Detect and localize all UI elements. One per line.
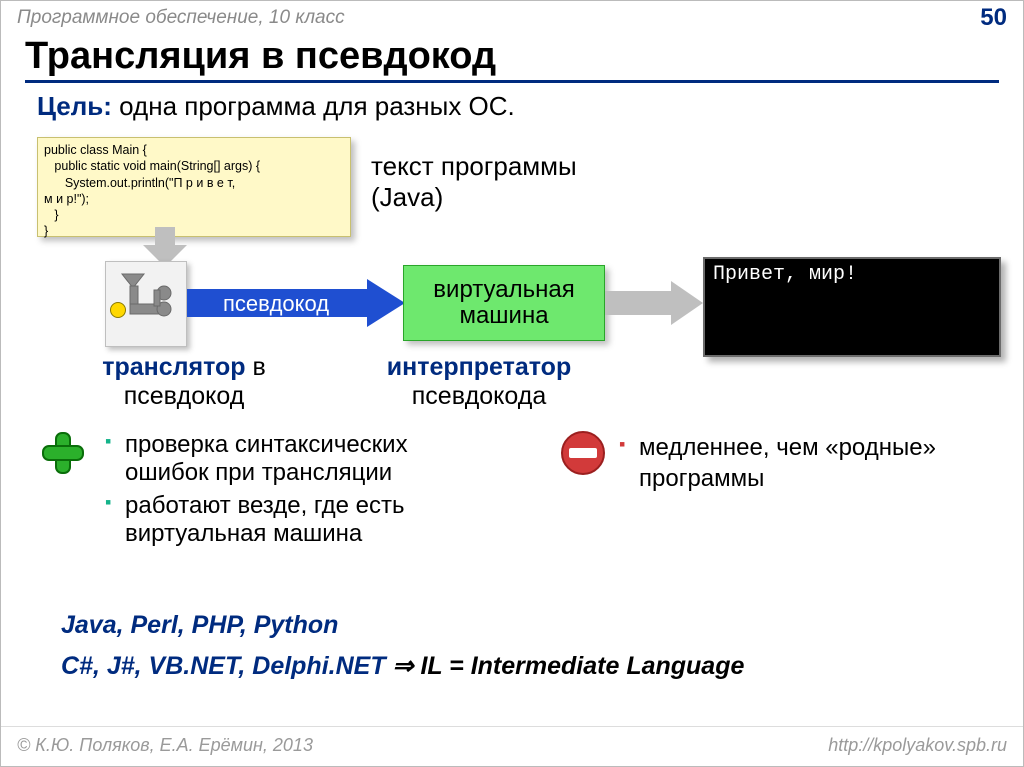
cons-item: медленнее, чем «родные» программы [619, 433, 979, 494]
slide: Программное обеспечение, 10 класс 50 Тра… [0, 0, 1024, 767]
plus-icon [39, 429, 87, 477]
arrow-to-console-icon [605, 279, 705, 327]
minus-icon [559, 429, 607, 477]
langs2-arrow: ⇒ [386, 652, 421, 680]
code-box: public class Main { public static void m… [37, 137, 351, 237]
interpreter-label-rest: псевдокода [412, 382, 547, 410]
translator-box [105, 261, 187, 347]
pros-item: проверка синтаксических ошибок при транс… [105, 431, 485, 488]
langs2-il: IL = Intermediate Language [420, 652, 744, 680]
java-label: текст программы (Java) [371, 151, 577, 213]
footer-copyright: © К.Ю. Поляков, Е.А. Ерёмин, 2013 [17, 735, 313, 756]
pros-list: проверка синтаксических ошибок при транс… [105, 431, 485, 552]
translator-machine-icon [116, 270, 174, 328]
goal-line: Цель: одна программа для разных ОС. [37, 91, 987, 122]
slide-title: Трансляция в псевдокод [25, 35, 999, 83]
topbar: Программное обеспечение, 10 класс 50 [1, 1, 1023, 35]
translator-label-bold: транслятор [102, 353, 245, 381]
footer-url: http://kpolyakov.spb.ru [828, 735, 1007, 756]
translator-label: транслятор в псевдокод [79, 353, 289, 411]
interpreter-label-bold: интерпретатор [387, 353, 571, 381]
langs-line-2: C#, J#, VB.NET, Delphi.NET ⇒ IL = Interm… [61, 651, 744, 681]
footer: © К.Ю. Поляков, Е.А. Ерёмин, 2013 http:/… [1, 726, 1023, 766]
subject-label: Программное обеспечение, 10 класс [17, 7, 345, 29]
langs2-blue: C#, J#, VB.NET, Delphi.NET [61, 652, 386, 680]
console-output: Привет, мир! [703, 257, 1001, 357]
virtual-machine-label: виртуальная машина [433, 277, 574, 330]
langs-line-1: Java, Perl, PHP, Python [61, 611, 338, 640]
page-number: 50 [980, 4, 1007, 32]
cons-list: медленнее, чем «родные» программы [619, 433, 979, 494]
arrow-pseudocode-label: псевдокод [223, 291, 329, 317]
goal-text: одна программа для разных ОС. [112, 91, 515, 121]
goal-label: Цель: [37, 91, 112, 121]
console-text: Привет, мир! [713, 263, 857, 286]
pros-item: работают везде, где есть виртуальная маш… [105, 492, 485, 549]
interpreter-label: интерпретатор псевдокода [349, 353, 609, 411]
virtual-machine-box: виртуальная машина [403, 265, 605, 341]
